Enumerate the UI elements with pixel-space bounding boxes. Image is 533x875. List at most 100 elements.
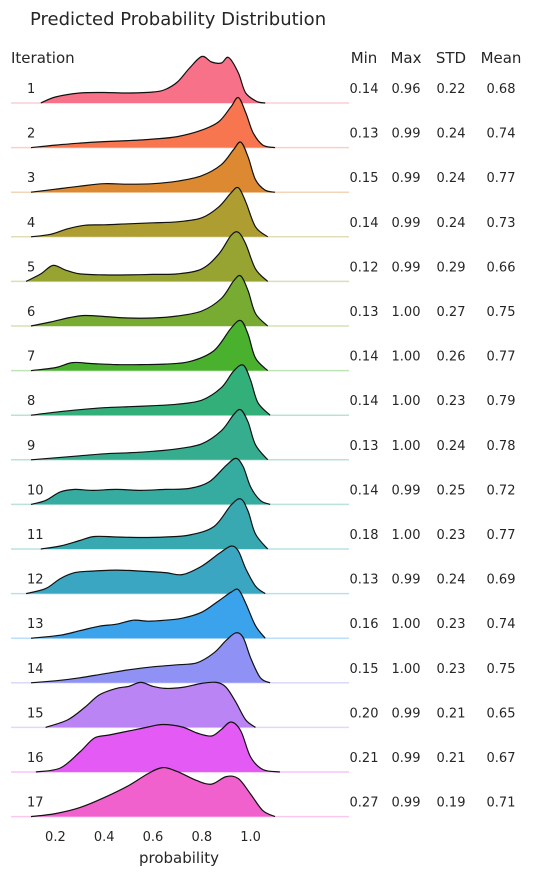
- ridge-outline-12: [25, 545, 266, 595]
- ridge-area-17: [31, 767, 275, 817]
- stat-std-17: 0.19: [437, 796, 466, 811]
- stat-mean-4: 0.73: [487, 216, 516, 231]
- stat-mean-10: 0.72: [487, 483, 516, 498]
- stat-max-11: 1.00: [392, 528, 421, 543]
- stat-std-14: 0.23: [437, 662, 466, 677]
- x-tick-label: 0.2: [45, 830, 66, 845]
- stat-mean-11: 0.77: [487, 528, 516, 543]
- stat-std-12: 0.24: [437, 573, 466, 588]
- stat-std-9: 0.24: [437, 439, 466, 454]
- stat-min-8: 0.14: [350, 394, 379, 409]
- stat-mean-1: 0.68: [487, 82, 516, 97]
- ridge-area-2: [31, 97, 275, 148]
- stat-min-16: 0.21: [350, 751, 379, 766]
- stat-min-6: 0.13: [350, 305, 379, 320]
- iteration-label-16: 16: [27, 751, 44, 766]
- ridge-area-8: [31, 364, 271, 416]
- stat-max-4: 0.99: [392, 216, 421, 231]
- stat-std-4: 0.24: [437, 216, 466, 231]
- x-axis: 0.2 0.4 0.6 0.8 1.0: [45, 830, 261, 845]
- stat-std-2: 0.24: [437, 127, 466, 142]
- header-mean: Mean: [481, 49, 522, 67]
- iteration-label-2: 2: [27, 127, 35, 142]
- ridge-outline-4: [30, 186, 269, 238]
- stat-min-7: 0.14: [350, 350, 379, 365]
- x-tick-label: 0.6: [143, 830, 164, 845]
- header-std: STD: [436, 49, 466, 67]
- stat-max-2: 0.99: [392, 127, 421, 142]
- stat-max-5: 0.99: [392, 260, 421, 275]
- ridge-outline-11: [40, 498, 269, 550]
- stat-max-13: 1.00: [392, 617, 421, 632]
- ridge-area-16: [35, 721, 280, 772]
- stat-mean-17: 0.71: [487, 796, 516, 811]
- stat-mean-6: 0.75: [487, 305, 516, 320]
- stat-min-13: 0.16: [350, 617, 379, 632]
- stat-mean-16: 0.67: [487, 751, 516, 766]
- ridges-group: 1 0.14 0.96 0.22 0.68 2 0.13 0.99 0.24 0.74 3 0.15 0…: [11, 55, 516, 818]
- stat-max-12: 0.99: [392, 573, 421, 588]
- stat-std-15: 0.21: [437, 706, 466, 721]
- iteration-label-11: 11: [27, 528, 44, 543]
- ridge-area-9: [31, 409, 268, 460]
- ridge-area-14: [31, 632, 271, 683]
- stat-mean-5: 0.66: [487, 260, 516, 275]
- stat-max-10: 0.99: [392, 483, 421, 498]
- header-max: Max: [390, 49, 421, 67]
- iteration-label-3: 3: [27, 171, 35, 186]
- ridge-outline-2: [30, 96, 276, 149]
- stat-min-1: 0.14: [350, 82, 379, 97]
- ridge-outline-10: [30, 457, 271, 505]
- stat-max-3: 0.99: [392, 171, 421, 186]
- ridge-outline-8: [30, 364, 271, 416]
- stat-std-16: 0.21: [437, 751, 466, 766]
- ridge-area-15: [45, 682, 256, 728]
- stat-mean-15: 0.65: [487, 706, 516, 721]
- x-tick-label: 0.4: [94, 830, 115, 845]
- stat-std-7: 0.26: [437, 350, 466, 365]
- ridge-area-6: [31, 275, 268, 326]
- stat-min-14: 0.15: [350, 662, 379, 677]
- stat-max-6: 1.00: [392, 305, 421, 320]
- stat-std-6: 0.27: [437, 305, 466, 320]
- stat-min-5: 0.12: [350, 260, 379, 275]
- ridge-area-10: [31, 458, 271, 505]
- stat-std-10: 0.25: [437, 483, 466, 498]
- iteration-label-5: 5: [27, 260, 35, 275]
- stat-min-9: 0.13: [350, 439, 379, 454]
- iteration-label-10: 10: [27, 483, 44, 498]
- stat-min-10: 0.14: [350, 483, 379, 498]
- ridge-area-3: [31, 141, 275, 193]
- stat-min-12: 0.13: [350, 573, 379, 588]
- stat-min-4: 0.14: [350, 216, 379, 231]
- ridge-outline-1: [40, 55, 266, 104]
- iteration-label-13: 13: [27, 617, 44, 632]
- stat-min-17: 0.27: [350, 796, 379, 811]
- iteration-label-7: 7: [27, 350, 35, 365]
- stat-std-5: 0.29: [437, 260, 466, 275]
- stat-max-17: 0.99: [392, 796, 421, 811]
- stat-max-8: 1.00: [392, 394, 421, 409]
- ridge-outline-9: [30, 408, 269, 461]
- stat-std-8: 0.23: [437, 394, 466, 409]
- chart-title: Predicted Probability Distribution: [30, 9, 326, 30]
- stat-mean-7: 0.77: [487, 350, 516, 365]
- stat-std-3: 0.24: [437, 171, 466, 186]
- stat-mean-13: 0.74: [487, 617, 516, 632]
- ridge-outline-6: [30, 274, 269, 327]
- ridge-area-1: [40, 56, 266, 103]
- iteration-label-14: 14: [27, 662, 44, 677]
- stat-min-15: 0.20: [350, 706, 379, 721]
- iteration-label-6: 6: [27, 305, 35, 320]
- ridge-outline-17: [30, 766, 276, 818]
- stat-std-11: 0.23: [437, 528, 466, 543]
- stat-mean-8: 0.79: [487, 394, 516, 409]
- iteration-label-1: 1: [27, 82, 35, 97]
- stat-std-1: 0.22: [437, 82, 466, 97]
- stat-max-15: 0.99: [392, 706, 421, 721]
- ridge-outline-13: [30, 588, 266, 639]
- stat-min-2: 0.13: [350, 127, 379, 142]
- stat-mean-3: 0.77: [487, 171, 516, 186]
- stat-mean-12: 0.69: [487, 573, 516, 588]
- stat-max-14: 1.00: [392, 662, 421, 677]
